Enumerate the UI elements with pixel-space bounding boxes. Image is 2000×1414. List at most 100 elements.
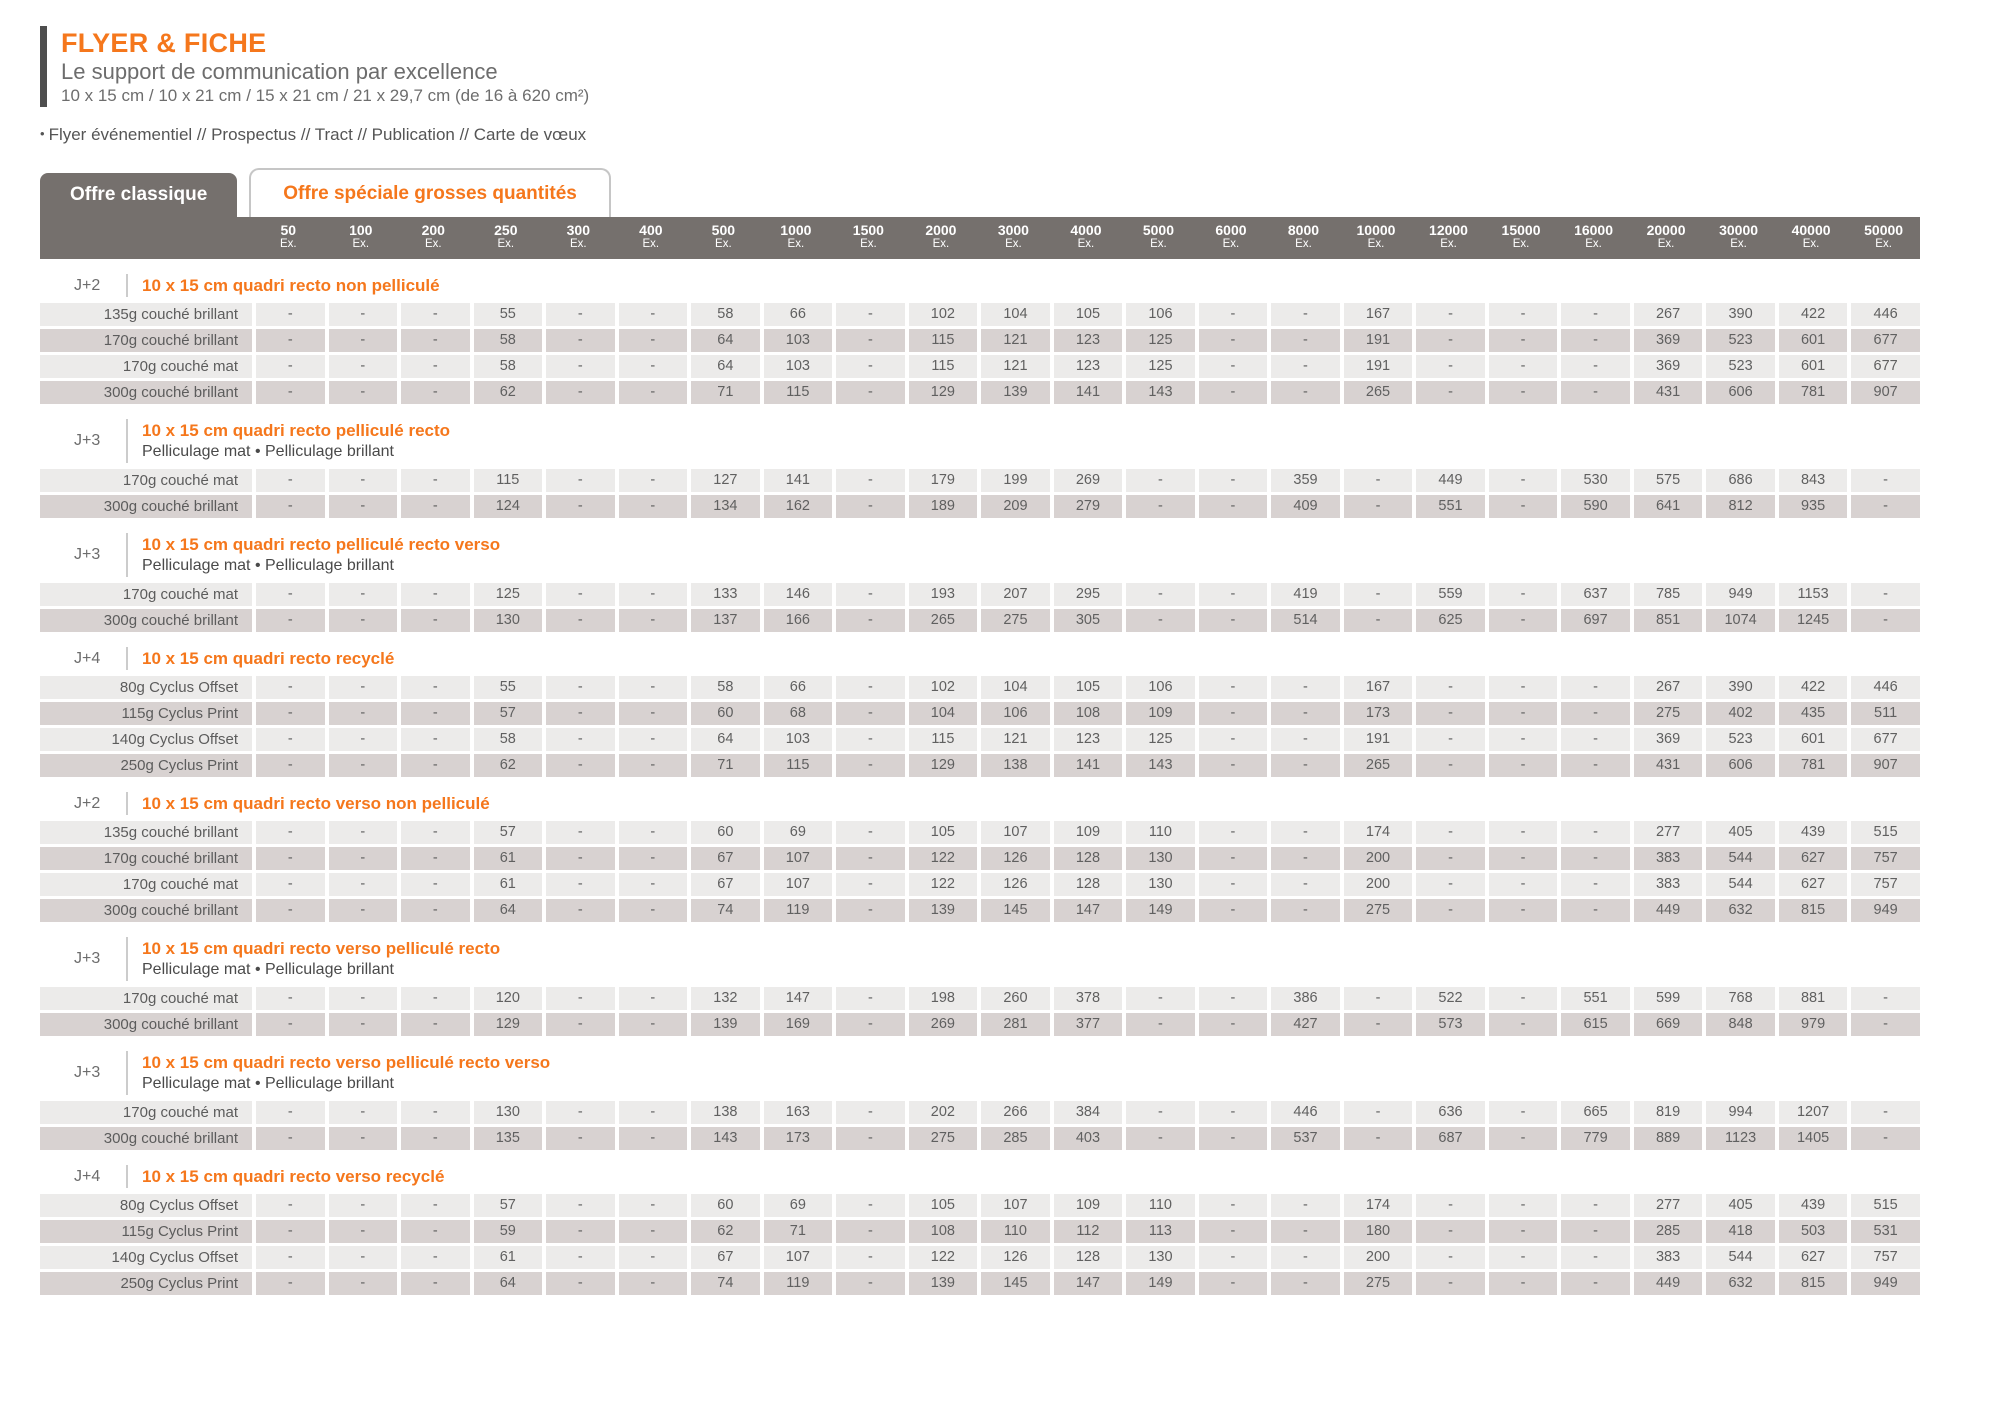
price-cell: 848 — [1706, 1013, 1775, 1036]
quantity-header-cell: 1500 Ex. — [832, 217, 905, 259]
price-cell: 141 — [1053, 754, 1123, 777]
price-cell: - — [1561, 355, 1630, 378]
price-cell: - — [1561, 676, 1630, 699]
price-cell: - — [401, 355, 470, 378]
price-cell: - — [256, 987, 325, 1010]
price-cell: 1123 — [1706, 1127, 1775, 1150]
quantity-header-cell: 50 Ex. — [252, 217, 325, 259]
price-cell: 1074 — [1706, 609, 1775, 632]
price-cell: - — [1561, 728, 1630, 751]
price-cell: 544 — [1706, 847, 1775, 870]
price-cell: - — [328, 329, 398, 352]
price-cell: 121 — [981, 355, 1050, 378]
section-header: J+3 10 x 15 cm quadri recto pelliculé rec… — [74, 533, 1920, 577]
price-cell: - — [1198, 609, 1268, 632]
quantity-unit: Ex. — [424, 238, 442, 250]
price-cell: - — [1488, 303, 1558, 326]
price-cell: 191 — [1343, 355, 1413, 378]
price-sections: J+2 10 x 15 cm quadri recto non pelliculé… — [40, 274, 1920, 1295]
price-cell: - — [1198, 987, 1268, 1010]
quantity-header-cell: 16000 Ex. — [1557, 217, 1630, 259]
price-cell: 74 — [691, 899, 760, 922]
price-cell: - — [1561, 847, 1630, 870]
price-cell: - — [836, 1194, 905, 1217]
price-cell: 439 — [1778, 1194, 1848, 1217]
price-cell: - — [618, 303, 688, 326]
paper-label: 135g couché brillant — [40, 821, 252, 844]
price-cell: 174 — [1343, 1194, 1413, 1217]
paper-label: 140g Cyclus Offset — [40, 1246, 252, 1269]
price-cell: 125 — [473, 583, 543, 606]
price-cell: 126 — [981, 1246, 1050, 1269]
price-cell: - — [1416, 873, 1485, 896]
price-cell: - — [256, 355, 325, 378]
page-header: FLYER & FICHE Le support de communicatio… — [40, 26, 1920, 145]
price-cell: - — [328, 821, 398, 844]
price-cell: 601 — [1778, 728, 1848, 751]
table-row: 170g couché mat - - -120- -132 147-198 260 378-… — [40, 987, 1920, 1010]
price-cell: 174 — [1343, 821, 1413, 844]
tab-offre-speciale-grosses-quantites[interactable]: Offre spéciale grosses quantités — [249, 168, 611, 217]
price-cell: - — [836, 303, 905, 326]
delay-label: J+2 — [74, 276, 101, 294]
price-cell: - — [1198, 821, 1268, 844]
quantity-header-cell: 8000 Ex. — [1267, 217, 1340, 259]
price-cell: 523 — [1706, 329, 1775, 352]
price-cell: - — [546, 329, 615, 352]
section-header: J+3 10 x 15 cm quadri recto pelliculé rec… — [74, 419, 1920, 463]
price-cell: - — [618, 1127, 688, 1150]
price-cell: - — [546, 987, 615, 1010]
price-cell: 121 — [981, 329, 1050, 352]
price-cell: - — [1561, 1246, 1630, 1269]
section-title: 10 x 15 cm quadri recto verso pelliculé … — [142, 939, 501, 958]
price-section: J+3 10 x 15 cm quadri recto pelliculé rec… — [40, 419, 1920, 518]
page-title: FLYER & FICHE — [61, 28, 267, 58]
price-cell: 523 — [1706, 728, 1775, 751]
price-cell: - — [1271, 899, 1340, 922]
price-cell: 58 — [473, 728, 543, 751]
price-cell: 949 — [1851, 899, 1920, 922]
price-cell: - — [1126, 1101, 1195, 1124]
price-cell: 64 — [473, 899, 543, 922]
price-cell: - — [1198, 873, 1268, 896]
price-cell: - — [1198, 1101, 1268, 1124]
price-cell: - — [1126, 609, 1195, 632]
price-cell: 122 — [908, 847, 978, 870]
price-cell: 419 — [1271, 583, 1340, 606]
price-cell: 815 — [1778, 899, 1848, 922]
price-cell: 418 — [1706, 1220, 1775, 1243]
price-section: J+3 10 x 15 cm quadri recto verso pellicu… — [40, 1051, 1920, 1150]
price-cell: - — [618, 873, 688, 896]
price-section: J+4 10 x 15 cm quadri recto recyclé 80g Cy… — [40, 647, 1920, 777]
price-cell: - — [1198, 847, 1268, 870]
price-cell: - — [328, 609, 398, 632]
price-cell: - — [256, 303, 325, 326]
price-cell: - — [546, 702, 615, 725]
price-cell: 110 — [981, 1220, 1050, 1243]
paper-label: 300g couché brillant — [40, 495, 252, 518]
price-cell: 881 — [1778, 987, 1848, 1010]
price-cell: 369 — [1633, 355, 1703, 378]
section-subtitle: Pelliculage mat • Pelliculage brillant — [142, 557, 394, 574]
paper-label: 80g Cyclus Offset — [40, 676, 252, 699]
price-cell: - — [1416, 1272, 1485, 1295]
price-cell: - — [1271, 303, 1340, 326]
price-cell: - — [256, 329, 325, 352]
price-cell: 843 — [1778, 469, 1848, 492]
price-cell: 427 — [1271, 1013, 1340, 1036]
price-cell: 121 — [981, 728, 1050, 751]
price-cell: - — [1488, 676, 1558, 699]
price-cell: - — [328, 1220, 398, 1243]
price-cell: 110 — [1126, 1194, 1195, 1217]
price-cell: - — [836, 899, 905, 922]
price-cell: 422 — [1778, 676, 1848, 699]
tab-offre-classique[interactable]: Offre classique — [40, 173, 238, 217]
price-cell: 128 — [1053, 1246, 1123, 1269]
price-cell: 57 — [473, 821, 543, 844]
price-cell: - — [1198, 583, 1268, 606]
section-title: 10 x 15 cm quadri recto pelliculé recto — [142, 421, 451, 440]
price-cell: - — [1198, 1246, 1268, 1269]
price-cell: - — [1416, 702, 1485, 725]
price-cell: - — [1561, 899, 1630, 922]
price-cell: 575 — [1633, 469, 1703, 492]
